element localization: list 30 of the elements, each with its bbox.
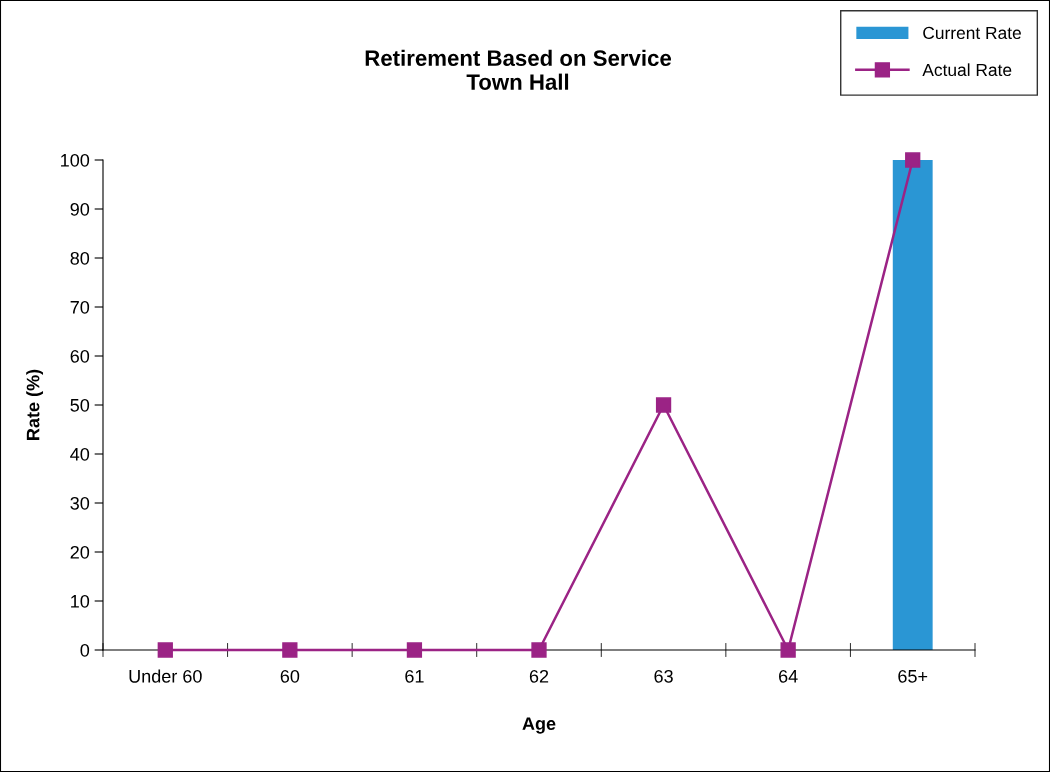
y-tick-label: 50 bbox=[70, 398, 90, 412]
point bbox=[655, 397, 672, 413]
y-tick-label: 70 bbox=[70, 300, 90, 314]
y-tick-label: 100 bbox=[61, 153, 90, 167]
legend-label: Current Rate bbox=[923, 26, 1021, 40]
x-tick-label: 63 bbox=[654, 669, 673, 683]
y-tick-label: 40 bbox=[70, 447, 90, 461]
y-tick-label: 10 bbox=[71, 594, 90, 608]
y-tick-label: 20 bbox=[70, 545, 90, 559]
point bbox=[780, 642, 796, 658]
y-tick-label: 80 bbox=[70, 251, 90, 265]
point bbox=[157, 642, 173, 658]
legend-label: Actual Rate bbox=[922, 63, 1012, 77]
y-tick-label: 90 bbox=[70, 202, 90, 216]
x-tick-label: Under 60 bbox=[129, 669, 202, 683]
point bbox=[905, 152, 921, 168]
y-tick-label: 60 bbox=[70, 349, 90, 363]
chart-title: Retirement Based on Service Town Hall bbox=[365, 49, 672, 90]
point bbox=[406, 642, 423, 658]
x-axis-title: Age bbox=[522, 717, 556, 734]
y-tick-label: 30 bbox=[70, 496, 90, 510]
x-tick-label: 62 bbox=[529, 669, 549, 683]
x-tick-label: 61 bbox=[405, 669, 424, 683]
x-tick-label: 65+ bbox=[898, 669, 928, 683]
y-tick-label: 0 bbox=[80, 643, 90, 657]
point bbox=[531, 642, 547, 658]
x-tick-label: 64 bbox=[779, 669, 798, 683]
x-tick-label: 60 bbox=[280, 669, 300, 683]
y-axis-title: Rate (%) bbox=[26, 369, 44, 440]
point bbox=[282, 642, 298, 658]
